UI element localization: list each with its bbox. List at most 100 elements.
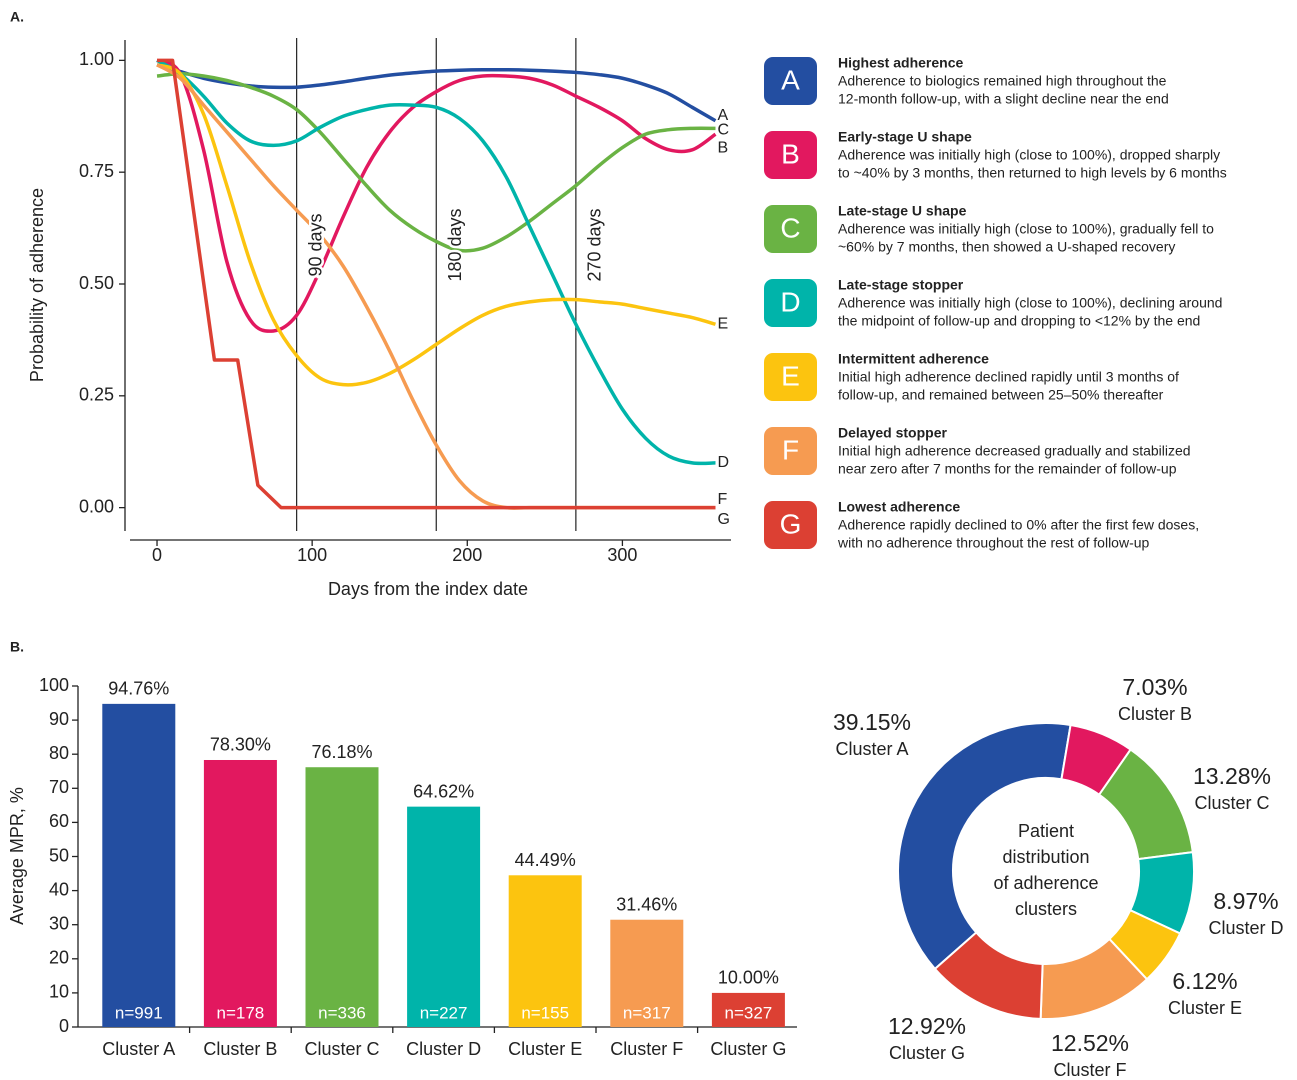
bar [203, 759, 277, 1027]
legend-swatch [764, 57, 817, 105]
y-tick-label: 1.00 [79, 49, 114, 69]
y-tick-label: 20 [49, 948, 69, 968]
y-tick-label: 0 [59, 1016, 69, 1036]
slice-value-label: 12.92% [888, 1013, 966, 1039]
line-series [156, 72, 716, 253]
y-tick-label: 0.00 [79, 496, 114, 516]
legend-swatch [764, 279, 817, 327]
legend-description: Initial high adherence decreased gradual… [838, 443, 1191, 459]
panel-label: A. [10, 9, 24, 25]
bar [305, 767, 379, 1027]
x-tick-label: 300 [607, 545, 637, 565]
legend-description: the midpoint of follow-up and dropping t… [838, 313, 1200, 329]
legend-swatch [764, 131, 817, 179]
end-label: B [717, 139, 728, 156]
legend-description: follow-up, and remained between 25–50% t… [838, 387, 1164, 403]
count-label: n=336 [318, 1003, 366, 1022]
y-axis-title: Probability of adherence [27, 188, 47, 382]
end-label: C [717, 122, 729, 139]
value-label: 94.76% [108, 679, 169, 699]
value-label: 31.46% [616, 894, 677, 914]
legend-description: Adherence rapidly declined to 0% after t… [838, 517, 1199, 533]
y-tick-label: 0.25 [79, 385, 114, 405]
legend-swatch [764, 501, 817, 549]
slice-category-label: Cluster G [889, 1043, 965, 1063]
legend-title: Highest adherence [838, 55, 963, 71]
slice-category-label: Cluster A [835, 739, 908, 759]
bar [102, 703, 176, 1027]
slice-category-label: Cluster E [1168, 998, 1242, 1018]
legend-title: Early-stage U shape [838, 129, 972, 145]
y-axis-title: Average MPR, % [7, 787, 27, 925]
line-series [156, 58, 716, 466]
end-label: E [717, 315, 728, 332]
end-label: F [717, 491, 727, 508]
count-label: n=227 [420, 1003, 468, 1022]
count-label: n=327 [725, 1003, 773, 1022]
legend-description: to ~40% by 3 months, then returned to hi… [838, 165, 1227, 181]
legend-description: Adherence was initially high (close to 1… [838, 147, 1220, 163]
line-series [157, 58, 716, 510]
x-tick-label: 0 [152, 545, 162, 565]
slice-value-label: 7.03% [1122, 674, 1187, 700]
legend-description: Adherence was initially high (close to 1… [838, 295, 1222, 311]
slice-value-label: 39.15% [833, 709, 911, 735]
end-label: G [717, 511, 729, 528]
legend-letter: A [781, 64, 800, 95]
legend-description: Adherence was initially high (close to 1… [838, 221, 1214, 237]
x-tick-label: Cluster A [102, 1039, 175, 1059]
center-label: distribution [1002, 847, 1089, 867]
x-tick-label: Cluster D [406, 1039, 481, 1059]
legend-swatch [764, 427, 817, 475]
slice-value-label: 8.97% [1213, 888, 1278, 914]
y-tick-label: 100 [39, 675, 69, 695]
x-axis-title: Days from the index date [328, 579, 528, 599]
donut-segment [933, 931, 1044, 1020]
legend-description: 12-month follow-up, with a slight declin… [838, 91, 1169, 107]
legend-title: Late-stage stopper [838, 277, 964, 293]
x-tick-label: 100 [297, 545, 327, 565]
legend-title: Lowest adherence [838, 499, 960, 515]
count-label: n=991 [115, 1003, 163, 1022]
legend-title: Delayed stopper [838, 425, 947, 441]
legend-description: near zero after 7 months for the remaind… [838, 461, 1177, 477]
y-tick-label: 50 [49, 845, 69, 865]
legend-letter: B [781, 138, 800, 169]
legend-swatch [764, 205, 817, 253]
reference-label: 180 days [445, 208, 465, 281]
y-tick-label: 90 [49, 709, 69, 729]
end-label: A [717, 107, 728, 124]
reference-label: 90 days [305, 213, 325, 276]
legend-letter: G [780, 508, 802, 539]
line-series [156, 58, 717, 333]
legend-description: Adherence to biologics remained high thr… [838, 73, 1167, 89]
end-label: D [717, 454, 729, 471]
legend-letter: F [782, 434, 799, 465]
count-label: n=317 [623, 1003, 671, 1022]
value-label: 44.49% [515, 850, 576, 870]
slice-category-label: Cluster B [1118, 704, 1192, 724]
legend-description: Initial high adherence declined rapidly … [838, 369, 1179, 385]
legend-description: with no adherence throughout the rest of… [837, 535, 1150, 551]
y-tick-label: 40 [49, 879, 69, 899]
y-tick-label: 70 [49, 777, 69, 797]
x-tick-label: Cluster C [304, 1039, 379, 1059]
legend-letter: D [780, 286, 800, 317]
y-tick-label: 0.50 [79, 273, 114, 293]
slice-value-label: 13.28% [1193, 763, 1271, 789]
x-tick-label: Cluster G [710, 1039, 786, 1059]
value-label: 10.00% [718, 968, 779, 988]
value-label: 78.30% [210, 735, 271, 755]
y-tick-label: 0.75 [79, 161, 114, 181]
y-tick-label: 80 [49, 743, 69, 763]
slice-category-label: Cluster C [1194, 793, 1269, 813]
x-tick-label: 200 [452, 545, 482, 565]
legend-title: Intermittent adherence [838, 351, 989, 367]
donut-segment [897, 722, 1072, 971]
y-tick-label: 60 [49, 811, 69, 831]
bar [610, 919, 684, 1027]
y-tick-label: 30 [49, 913, 69, 933]
legend-letter: E [781, 360, 800, 391]
